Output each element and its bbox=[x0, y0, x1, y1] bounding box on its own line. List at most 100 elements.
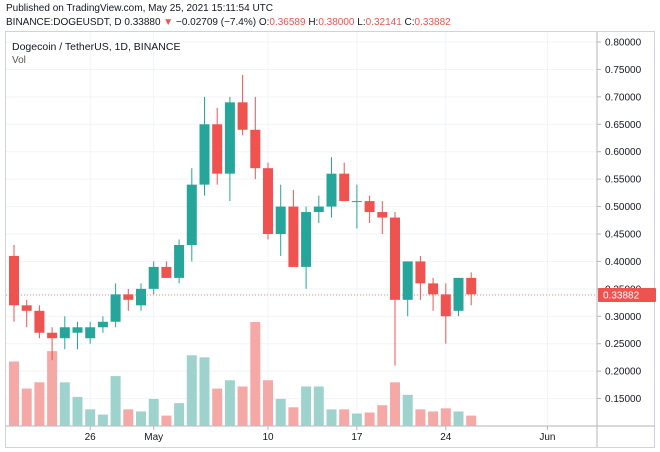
high-label: H: bbox=[308, 17, 319, 28]
volume-bar bbox=[428, 411, 439, 426]
y-tick-label: 0.40000 bbox=[605, 257, 642, 268]
candle-body bbox=[377, 212, 388, 218]
high-value: 0.38000 bbox=[318, 17, 355, 28]
volume-bar bbox=[237, 386, 248, 426]
candle-body bbox=[199, 124, 210, 185]
volume-bar bbox=[339, 409, 350, 426]
volume-bar bbox=[136, 411, 146, 426]
last-price: 0.33880 bbox=[124, 17, 161, 28]
y-tick-label: 0.60000 bbox=[605, 147, 642, 158]
symbol-label: BINANCE:DOGEUSDT, D bbox=[6, 17, 122, 28]
volume-bar bbox=[377, 405, 388, 426]
candle-body bbox=[148, 266, 159, 289]
volume-bar bbox=[186, 355, 197, 426]
volume-bar bbox=[402, 394, 413, 426]
published-line: Published on TradingView.com, May 25, 20… bbox=[6, 3, 274, 14]
y-tick-label: 0.55000 bbox=[605, 175, 642, 186]
y-tick-label: 0.15000 bbox=[605, 394, 642, 405]
candle-body bbox=[97, 321, 108, 328]
candle-body bbox=[21, 305, 32, 311]
volume-bar bbox=[275, 398, 286, 426]
candle-body bbox=[34, 310, 45, 333]
close-value: 0.33882 bbox=[414, 17, 451, 28]
volume-bar bbox=[110, 376, 121, 426]
last-price-tag-label: 0.33882 bbox=[603, 290, 640, 301]
candle-body bbox=[224, 102, 235, 174]
x-tick-label: May bbox=[144, 432, 163, 443]
close-label: C: bbox=[404, 17, 415, 28]
low-label: L: bbox=[357, 17, 366, 28]
candle-body bbox=[212, 124, 223, 174]
candle-body bbox=[466, 277, 477, 295]
volume-bar bbox=[97, 414, 108, 426]
volume-bar bbox=[9, 361, 19, 426]
y-tick-label: 0.50000 bbox=[605, 202, 642, 213]
candle-body bbox=[72, 327, 83, 333]
candle-body bbox=[237, 102, 248, 130]
y-tick-label: 0.65000 bbox=[605, 120, 642, 131]
open-value: 0.36589 bbox=[269, 17, 306, 28]
candle-body bbox=[440, 294, 451, 317]
price-change: −0.02709 (−7.4%) bbox=[175, 17, 257, 28]
y-tick-label: 0.20000 bbox=[605, 367, 642, 378]
volume-bar bbox=[148, 398, 159, 426]
candle-body bbox=[313, 206, 324, 213]
volume-bar bbox=[440, 408, 451, 426]
volume-bar bbox=[364, 412, 375, 426]
volume-bar bbox=[390, 382, 400, 426]
down-arrow-icon: ▼ bbox=[163, 17, 174, 28]
candle-body bbox=[339, 173, 350, 202]
volume-bar bbox=[161, 415, 172, 426]
x-tick-label: 10 bbox=[262, 432, 274, 443]
volume-bar bbox=[174, 403, 185, 426]
volume-bar bbox=[351, 413, 362, 426]
candle-body bbox=[326, 173, 337, 207]
volume-bar bbox=[224, 380, 235, 426]
candle-body bbox=[186, 184, 197, 245]
volume-bar bbox=[453, 411, 464, 426]
candle-body bbox=[263, 168, 273, 234]
candle-body bbox=[110, 294, 121, 322]
x-tick-label: 24 bbox=[440, 432, 452, 443]
volume-bar bbox=[123, 409, 134, 426]
volume-bar bbox=[466, 415, 477, 426]
last-price-tag bbox=[598, 287, 656, 302]
y-tick-label: 0.75000 bbox=[605, 65, 642, 76]
volume-bar bbox=[212, 388, 223, 426]
x-tick-label: 17 bbox=[351, 432, 363, 443]
volume-bar bbox=[34, 382, 45, 426]
candle-body bbox=[428, 283, 439, 295]
candle-body bbox=[59, 327, 70, 339]
volume-bar bbox=[199, 357, 210, 426]
candle-body bbox=[161, 266, 172, 278]
x-tick-label: 26 bbox=[85, 432, 97, 443]
y-tick-label: 0.70000 bbox=[605, 92, 642, 103]
low-value: 0.32141 bbox=[365, 17, 402, 28]
candle-body bbox=[136, 288, 146, 306]
candle-body bbox=[453, 277, 464, 311]
volume-bar bbox=[263, 380, 273, 426]
candle-body bbox=[415, 261, 426, 284]
volume-bar bbox=[21, 388, 32, 426]
volume-bar bbox=[301, 386, 312, 426]
candle-body bbox=[275, 206, 286, 234]
candle-body bbox=[351, 201, 362, 203]
volume-bar bbox=[47, 351, 58, 426]
candle-body bbox=[250, 129, 261, 169]
candle-body bbox=[390, 217, 400, 300]
volume-label: Vol bbox=[12, 55, 26, 66]
candle-body bbox=[123, 294, 134, 300]
candle-body bbox=[288, 206, 299, 267]
volume-bar bbox=[59, 382, 70, 426]
volume-bar bbox=[313, 386, 324, 426]
candle-body bbox=[364, 201, 375, 213]
candle-body bbox=[174, 244, 185, 278]
candle-body bbox=[301, 212, 312, 267]
x-tick-label: Jun bbox=[539, 432, 555, 443]
candle-body bbox=[9, 255, 19, 306]
chart-title: Dogecoin / TetherUS, 1D, BINANCE bbox=[12, 41, 181, 53]
volume-bar bbox=[288, 407, 299, 426]
chart-frame bbox=[5, 31, 655, 448]
volume-bar bbox=[326, 409, 337, 426]
